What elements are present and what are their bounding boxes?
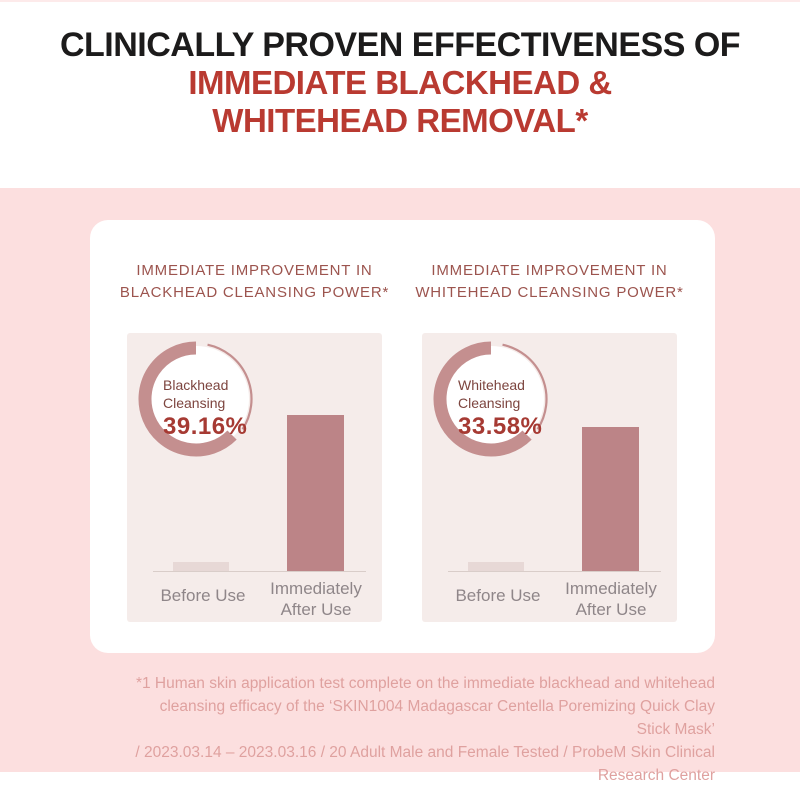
after-use-label-line2: After Use bbox=[575, 600, 647, 619]
blackhead-panel: IMMEDIATE IMPROVEMENT IN BLACKHEAD CLEAN… bbox=[120, 220, 388, 653]
donut-progress-ring-icon bbox=[433, 341, 548, 457]
donut-value: 39.16% bbox=[163, 413, 248, 440]
after-use-label: Immediately After Use bbox=[258, 578, 374, 620]
panel-title-line2: WHITEHEAD CLEANSING POWER* bbox=[415, 284, 684, 301]
panel-title-line2: BLACKHEAD CLEANSING POWER* bbox=[119, 284, 390, 301]
after-use-label: Immediately After Use bbox=[553, 578, 669, 620]
whitehead-panel-title: IMMEDIATE IMPROVEMENT IN WHITEHEAD CLEAN… bbox=[412, 260, 687, 304]
whitehead-panel: IMMEDIATE IMPROVEMENT IN WHITEHEAD CLEAN… bbox=[415, 220, 683, 653]
blackhead-panel-title: IMMEDIATE IMPROVEMENT IN BLACKHEAD CLEAN… bbox=[117, 260, 392, 304]
donut-label-line1: Blackhead bbox=[163, 377, 229, 393]
after-use-label-line1: Immediately bbox=[565, 579, 657, 598]
before-use-label: Before Use bbox=[455, 586, 541, 605]
pink-section: IMMEDIATE IMPROVEMENT IN BLACKHEAD CLEAN… bbox=[0, 188, 800, 784]
donut-label-line2: Cleansing bbox=[458, 395, 521, 411]
panel-title-line1: IMMEDIATE IMPROVEMENT IN bbox=[431, 262, 668, 279]
donut-text-block: Whitehead Cleansing 33.58% bbox=[458, 376, 542, 441]
donut-value: 33.58% bbox=[458, 413, 543, 440]
footnote-line3: / 2023.03.14 – 2023.03.16 / 20 Adult Mal… bbox=[135, 744, 715, 761]
blackhead-donut-gauge: Blackhead Cleansing 39.16% bbox=[137, 340, 255, 458]
blackhead-chart-area: Blackhead Cleansing 39.16% Before Use Im… bbox=[127, 333, 382, 622]
axis-line bbox=[448, 571, 661, 572]
axis-line bbox=[153, 571, 366, 572]
footnote-line4: Research Center bbox=[597, 767, 715, 784]
whitehead-chart-area: Whitehead Cleansing 33.58% Before Use Im… bbox=[422, 333, 677, 622]
before-use-bar bbox=[468, 562, 524, 572]
donut-progress-ring-icon bbox=[138, 341, 253, 457]
before-use-label: Before Use bbox=[160, 586, 246, 605]
after-use-label-line2: After Use bbox=[280, 600, 352, 619]
page-title-highlight-line1: IMMEDIATE BLACKHEAD & bbox=[188, 64, 612, 101]
panel-title-line1: IMMEDIATE IMPROVEMENT IN bbox=[136, 262, 373, 279]
donut-label-line1: Whitehead bbox=[458, 377, 525, 393]
after-use-bar bbox=[582, 427, 639, 572]
results-card: IMMEDIATE IMPROVEMENT IN BLACKHEAD CLEAN… bbox=[90, 220, 715, 653]
after-use-label-line1: Immediately bbox=[270, 579, 362, 598]
donut-text-block: Blackhead Cleansing 39.16% bbox=[163, 376, 247, 441]
donut-label-line2: Cleansing bbox=[163, 395, 226, 411]
page-title: CLINICALLY PROVEN EFFECTIVENESS OF bbox=[59, 26, 741, 64]
whitehead-donut-gauge: Whitehead Cleansing 33.58% bbox=[432, 340, 550, 458]
footnote-line2: cleansing efficacy of the ‘SKIN1004 Mada… bbox=[159, 698, 715, 738]
footnote-line1: *1 Human skin application test complete … bbox=[135, 675, 715, 692]
header: CLINICALLY PROVEN EFFECTIVENESS OF IMMED… bbox=[0, 26, 800, 140]
after-use-bar bbox=[287, 415, 344, 572]
top-edge-strip bbox=[0, 0, 800, 2]
footnote: *1 Human skin application test complete … bbox=[135, 672, 715, 787]
before-use-bar bbox=[173, 562, 229, 572]
page-title-highlight-line2: WHITEHEAD REMOVAL* bbox=[212, 102, 588, 139]
